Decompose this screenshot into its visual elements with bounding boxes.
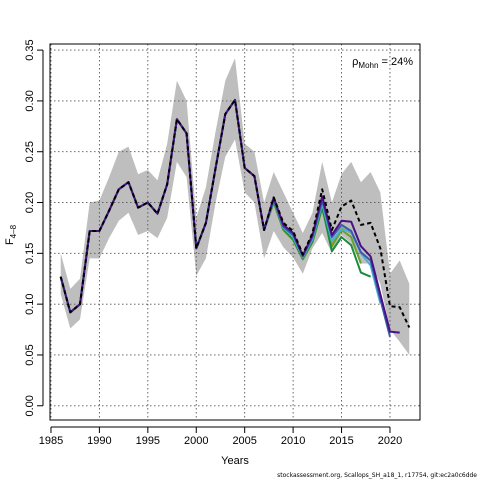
- x-tick-label-3: 2000: [184, 435, 208, 447]
- y-axis-title-main: F: [4, 238, 16, 245]
- mohn-rho-value: = 24%: [378, 56, 413, 68]
- x-tick-label-4: 2005: [232, 435, 256, 447]
- confidence-band-layer: [60, 58, 410, 355]
- y-tick-label-2: 0.10: [24, 293, 36, 314]
- x-tick-label-2: 1995: [136, 435, 160, 447]
- plot-frame: [49, 43, 421, 421]
- series-layer: [59, 98, 411, 337]
- x-axis: 1985 1990 1995 2000 2005 2010 2015 2020: [39, 426, 402, 447]
- x-axis-title: Years: [221, 455, 249, 467]
- y-axis: 0.00 0.05 0.10 0.15 0.20 0.25 0.30 0.35: [24, 39, 44, 417]
- x-tick-label-5: 2010: [281, 435, 305, 447]
- footer-credit: stockassessment.org, Scallops_SH_a18_1, …: [277, 472, 477, 479]
- series-line-0: [59, 98, 411, 328]
- x-tick-label-0: 1985: [39, 435, 63, 447]
- y-tick-label-1: 0.05: [24, 344, 36, 365]
- y-tick-label-3: 0.15: [24, 243, 36, 264]
- y-tick-label-6: 0.30: [24, 90, 36, 111]
- x-tick-label-7: 2020: [378, 435, 402, 447]
- x-tick-label-1: 1990: [87, 435, 111, 447]
- mohn-rho-subscript: Mohn: [358, 61, 378, 70]
- mohn-rho-annotation: ρMohn = 24%: [352, 56, 413, 70]
- y-tick-label-0: 0.00: [24, 395, 36, 416]
- mohn-rho-symbol: ρ: [352, 56, 358, 68]
- y-tick-label-5: 0.25: [24, 141, 36, 162]
- y-tick-label-7: 0.35: [24, 39, 36, 60]
- confidence-band: [60, 58, 410, 355]
- y-axis-title: F4–8: [4, 224, 18, 245]
- y-tick-label-4: 0.20: [24, 192, 36, 213]
- y-axis-title-subscript: 4–8: [9, 224, 18, 238]
- x-tick-label-6: 2015: [329, 435, 353, 447]
